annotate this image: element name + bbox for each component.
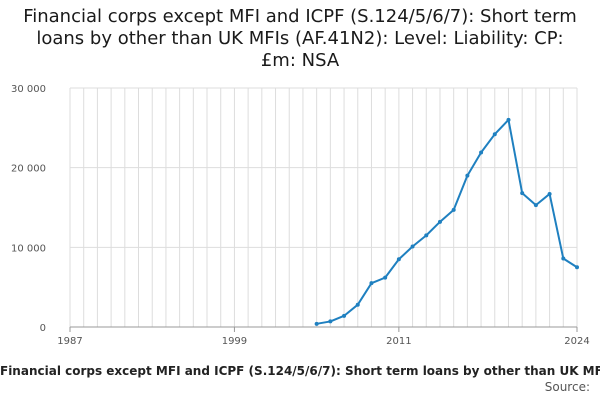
data-point[interactable] [520, 191, 525, 196]
y-tick-label: 30 000 [11, 84, 46, 95]
y-tick-label: 10 000 [11, 243, 46, 254]
x-tick-label: 1987 [57, 336, 82, 347]
data-point[interactable] [328, 319, 333, 324]
y-tick-label: 20 000 [11, 164, 46, 175]
x-tick-label: 1999 [222, 336, 247, 347]
x-tick-label: 2011 [386, 336, 411, 347]
data-point[interactable] [396, 257, 401, 262]
series-group [314, 117, 579, 326]
data-point[interactable] [369, 281, 374, 286]
series-line [316, 118, 578, 325]
data-point[interactable] [479, 150, 484, 155]
data-point[interactable] [533, 203, 538, 208]
x-tick-label: 2024 [564, 336, 589, 347]
source-label: Source: [544, 380, 590, 394]
y-axis: 0 10 000 20 000 30 000 [11, 84, 46, 334]
data-point[interactable] [547, 191, 552, 196]
data-point[interactable] [383, 275, 388, 280]
data-point[interactable] [437, 219, 442, 224]
data-point[interactable] [451, 207, 456, 212]
data-point[interactable] [575, 265, 579, 270]
data-point[interactable] [342, 313, 347, 318]
data-point[interactable] [465, 173, 470, 178]
data-point[interactable] [424, 233, 429, 238]
data-point[interactable] [314, 321, 319, 326]
legend-entry: Financial corps except MFI and ICPF (S.1… [0, 364, 600, 378]
data-point[interactable] [410, 244, 415, 249]
gridlines [69, 87, 578, 328]
data-point[interactable] [561, 256, 566, 261]
y-tick-label: 0 [40, 323, 46, 334]
chart-title: Financial corps except MFI and ICPF (S.1… [23, 6, 577, 71]
x-axis: 1987 1999 2011 2024 [57, 326, 590, 347]
data-point[interactable] [506, 117, 511, 122]
data-point[interactable] [492, 132, 497, 137]
data-point[interactable] [355, 302, 360, 307]
